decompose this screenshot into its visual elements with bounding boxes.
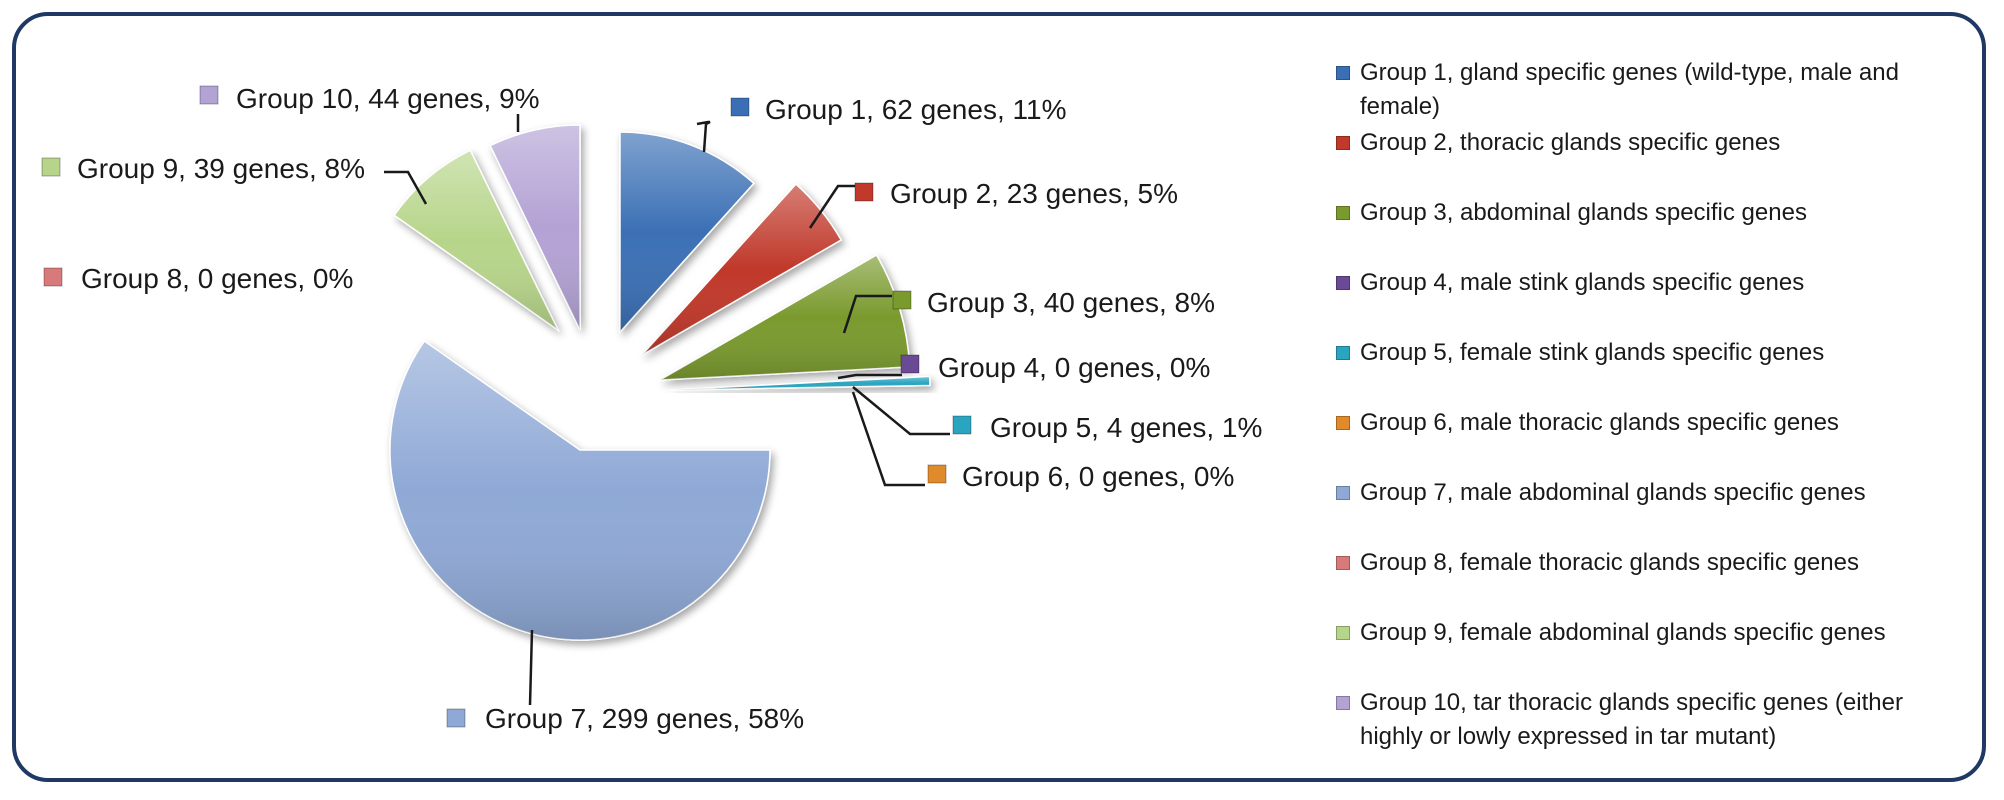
legend-label-group-3: Group 3, abdominal glands specific genes: [1360, 199, 1807, 226]
label-swatch-group-5: [952, 415, 972, 435]
leader-line-group-9: [384, 170, 428, 205]
label-swatch-group-6: [927, 464, 947, 484]
pie-slice-shine-group-5: [670, 376, 930, 390]
legend-entry-group-9: Group 9, female abdominal glands specifi…: [1336, 616, 1966, 686]
leader-line-group-2: [808, 184, 858, 229]
legend-swatch-group-9: [1336, 626, 1350, 640]
leader-line-group-7: [528, 629, 534, 706]
label-swatch-group-8: [43, 267, 63, 287]
legend-entry-group-6: Group 6, male thoracic glands specific g…: [1336, 406, 1966, 476]
data-label-group-10: Group 10, 44 genes, 9%: [236, 83, 540, 114]
leader-line-group-1: [696, 120, 711, 153]
legend-entry-group-1: Group 1, gland specific genes (wild-type…: [1336, 56, 1966, 126]
legend-label-group-6: Group 6, male thoracic glands specific g…: [1360, 409, 1839, 436]
legend-entry-group-2: Group 2, thoracic glands specific genes: [1336, 126, 1966, 196]
legend-swatch-group-6: [1336, 416, 1350, 430]
data-label-group-7: Group 7, 299 genes, 58%: [485, 703, 804, 734]
pie-slice-shine-group-3: [660, 255, 910, 380]
leader-line-group-4: [837, 373, 902, 380]
label-swatch-group-3: [892, 290, 912, 310]
data-label-group-3: Group 3, 40 genes, 8%: [927, 287, 1215, 318]
legend-label-group-4: Group 4, male stink glands specific gene…: [1360, 269, 1805, 296]
label-swatch-group-9: [41, 157, 61, 177]
legend-entry-group-8: Group 8, female thoracic glands specific…: [1336, 546, 1966, 616]
legend-entry-group-3: Group 3, abdominal glands specific genes: [1336, 196, 1966, 266]
leader-line-group-3: [842, 294, 892, 334]
legend-label-group-2: Group 2, thoracic glands specific genes: [1360, 129, 1781, 156]
legend-label-group-7: Group 7, male abdominal glands specific …: [1360, 479, 1866, 506]
data-label-group-9: Group 9, 39 genes, 8%: [77, 153, 365, 184]
legend-swatch-group-2: [1336, 136, 1350, 150]
pie-slice-shine-group-9: [394, 150, 558, 330]
legend-label-group-10: Group 10, tar thoracic glands specific g…: [1360, 689, 1903, 750]
data-label-group-8: Group 8, 0 genes, 0%: [81, 263, 353, 294]
legend-label-group-5: Group 5, female stink glands specific ge…: [1360, 339, 1825, 366]
legend-entry-group-10: Group 10, tar thoracic glands specific g…: [1336, 686, 1966, 756]
legend-entry-group-7: Group 7, male abdominal glands specific …: [1336, 476, 1966, 546]
label-swatch-group-4: [900, 354, 920, 374]
pie-slice-shine-group-1: [620, 132, 754, 332]
legend-swatch-group-10: [1336, 696, 1350, 710]
legend: Group 1, gland specific genes (wild-type…: [1336, 56, 1966, 756]
legend-swatch-group-5: [1336, 346, 1350, 360]
label-swatch-group-2: [854, 182, 874, 202]
data-label-group-1: Group 1, 62 genes, 11%: [765, 94, 1066, 125]
legend-entry-group-5: Group 5, female stink glands specific ge…: [1336, 336, 1966, 406]
data-label-group-5: Group 5, 4 genes, 1%: [990, 412, 1262, 443]
chart-frame: [12, 12, 1986, 782]
legend-entry-group-4: Group 4, male stink glands specific gene…: [1336, 266, 1966, 336]
pie-slice-shine-group-2: [642, 184, 842, 355]
legend-label-group-8: Group 8, female thoracic glands specific…: [1360, 549, 1859, 576]
data-label-group-4: Group 4, 0 genes, 0%: [938, 352, 1210, 383]
data-label-group-6: Group 6, 0 genes, 0%: [962, 461, 1234, 492]
pie-slice-shine-group-7: [390, 341, 770, 640]
legend-label-group-9: Group 9, female abdominal glands specifi…: [1360, 619, 1886, 646]
legend-swatch-group-1: [1336, 66, 1350, 80]
leader-line-group-5: [852, 386, 950, 436]
leader-line-group-6: [851, 391, 925, 487]
legend-swatch-group-3: [1336, 206, 1350, 220]
data-label-group-2: Group 2, 23 genes, 5%: [890, 178, 1178, 209]
pie-slice-shine-group-10: [490, 125, 580, 330]
label-swatch-group-10: [199, 85, 219, 105]
legend-swatch-group-4: [1336, 276, 1350, 290]
legend-label-group-1: Group 1, gland specific genes (wild-type…: [1360, 59, 1899, 120]
label-swatch-group-7: [446, 708, 466, 728]
legend-swatch-group-7: [1336, 486, 1350, 500]
label-swatch-group-1: [730, 97, 750, 117]
legend-swatch-group-8: [1336, 556, 1350, 570]
